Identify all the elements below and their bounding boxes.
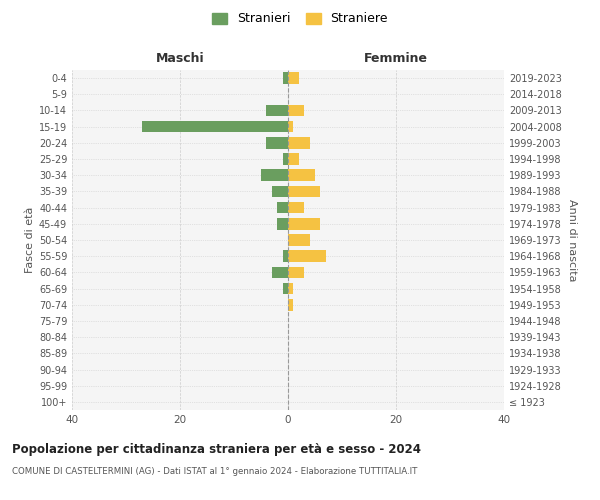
Y-axis label: Fasce di età: Fasce di età bbox=[25, 207, 35, 273]
Legend: Stranieri, Straniere: Stranieri, Straniere bbox=[208, 8, 392, 29]
Bar bbox=[288, 282, 293, 294]
Bar bbox=[272, 266, 288, 278]
Bar bbox=[288, 137, 310, 148]
Bar bbox=[288, 72, 299, 84]
Bar bbox=[277, 218, 288, 230]
Bar bbox=[288, 202, 304, 213]
Bar bbox=[288, 170, 315, 181]
Bar bbox=[283, 72, 288, 84]
Bar bbox=[272, 186, 288, 198]
Bar bbox=[288, 121, 293, 132]
Text: Maschi: Maschi bbox=[155, 52, 205, 65]
Y-axis label: Anni di nascita: Anni di nascita bbox=[567, 198, 577, 281]
Bar bbox=[288, 186, 320, 198]
Text: COMUNE DI CASTELTERMINI (AG) - Dati ISTAT al 1° gennaio 2024 - Elaborazione TUTT: COMUNE DI CASTELTERMINI (AG) - Dati ISTA… bbox=[12, 468, 418, 476]
Bar bbox=[288, 104, 304, 117]
Bar bbox=[288, 218, 320, 230]
Bar bbox=[283, 250, 288, 262]
Bar bbox=[288, 299, 293, 310]
Text: Popolazione per cittadinanza straniera per età e sesso - 2024: Popolazione per cittadinanza straniera p… bbox=[12, 442, 421, 456]
Bar bbox=[266, 104, 288, 117]
Bar bbox=[266, 137, 288, 148]
Bar bbox=[261, 170, 288, 181]
Text: Femmine: Femmine bbox=[364, 52, 428, 65]
Bar bbox=[142, 121, 288, 132]
Bar bbox=[288, 250, 326, 262]
Bar bbox=[288, 153, 299, 165]
Bar bbox=[288, 266, 304, 278]
Bar bbox=[283, 153, 288, 165]
Bar bbox=[283, 282, 288, 294]
Bar bbox=[277, 202, 288, 213]
Bar bbox=[288, 234, 310, 246]
